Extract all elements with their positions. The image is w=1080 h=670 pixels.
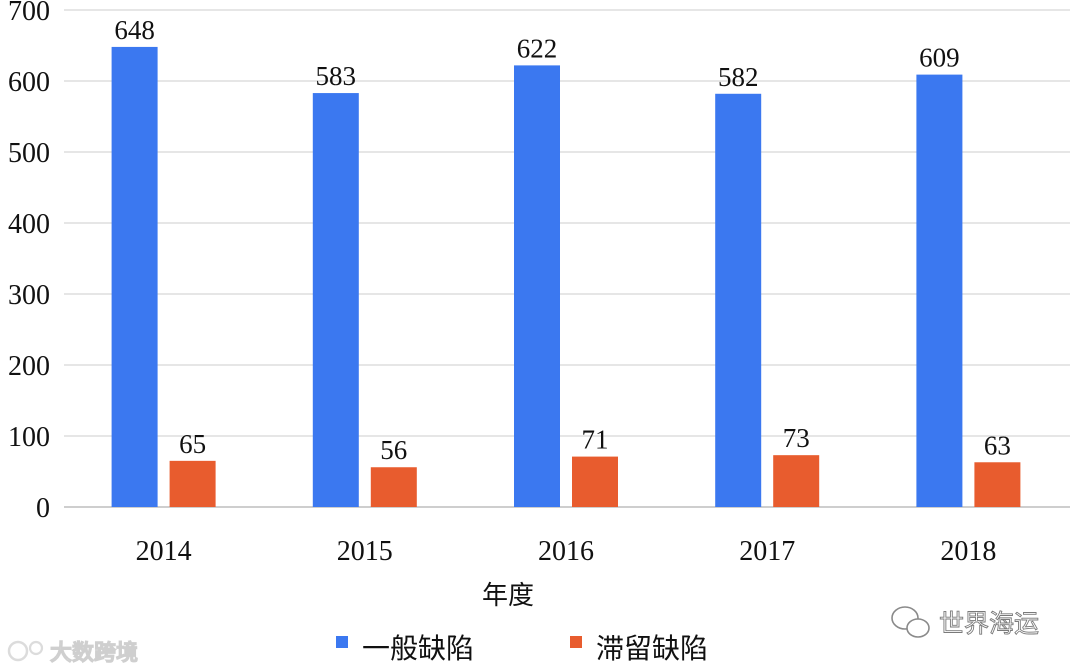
y-tick-label: 400 — [8, 209, 50, 240]
wechat-icon — [891, 606, 930, 638]
data-label: 648 — [114, 15, 155, 45]
legend-swatch-general-defects — [336, 636, 348, 648]
x-tick-label: 2017 — [739, 536, 795, 567]
bar-detention-defects-2017 — [773, 455, 820, 507]
x-axis-title: 年度 — [482, 581, 534, 611]
bar-detention-defects-2014 — [169, 460, 216, 507]
bar-detention-defects-2015 — [370, 467, 417, 507]
y-tick-label: 0 — [36, 493, 50, 524]
data-label: 622 — [517, 33, 558, 63]
watermark-right-text: 世界海运 — [939, 609, 1039, 638]
data-label: 583 — [316, 61, 357, 91]
watermark-logo-icon — [28, 640, 44, 656]
y-axis-ticks: 0 100 200 300 400 500 600 700 — [8, 0, 50, 524]
watermark-right: 世界海运 — [891, 606, 1039, 638]
bar-general-defects-2017 — [715, 93, 762, 507]
y-tick-label: 500 — [8, 138, 50, 169]
data-label: 71 — [582, 425, 609, 455]
y-tick-label: 300 — [8, 280, 50, 311]
data-label: 63 — [984, 430, 1011, 460]
y-tick-label: 700 — [8, 0, 50, 27]
data-label: 56 — [380, 435, 407, 465]
legend-label-general-defects: 一般缺陷 — [362, 632, 474, 665]
legend-swatch-detention-defects — [570, 636, 582, 648]
data-label: 73 — [783, 423, 810, 453]
data-label: 582 — [718, 62, 759, 92]
bar-general-defects-2015 — [312, 93, 359, 507]
data-label: 609 — [919, 43, 960, 73]
watermark-left-text: 大数跨境 — [50, 640, 138, 666]
bar-detention-defects-2018 — [974, 462, 1021, 507]
y-tick-label: 600 — [8, 67, 50, 98]
bar-general-defects-2014 — [111, 46, 158, 508]
data-label: 65 — [179, 429, 206, 459]
x-tick-label: 2018 — [940, 536, 996, 567]
bar-general-defects-2016 — [514, 65, 560, 507]
x-tick-label: 2015 — [337, 536, 393, 567]
watermark-left: 大数跨境 — [7, 640, 138, 666]
legend-label-detention-defects: 滞留缺陷 — [596, 632, 708, 665]
y-tick-label: 200 — [8, 351, 50, 382]
bars: 648 65 583 56 622 71 582 73 609 63 — [111, 15, 1021, 508]
x-tick-label: 2014 — [136, 536, 192, 567]
y-tick-label: 100 — [8, 422, 50, 453]
legend: 一般缺陷 滞留缺陷 — [336, 632, 708, 665]
bar-detention-defects-2016 — [572, 456, 618, 507]
x-axis-ticks: 2014 2015 2016 2017 2018 — [136, 536, 997, 567]
bar-general-defects-2018 — [916, 74, 963, 508]
grid-lines — [64, 9, 1070, 508]
x-tick-label: 2016 — [538, 536, 594, 567]
watermark-logo-icon — [7, 640, 29, 662]
